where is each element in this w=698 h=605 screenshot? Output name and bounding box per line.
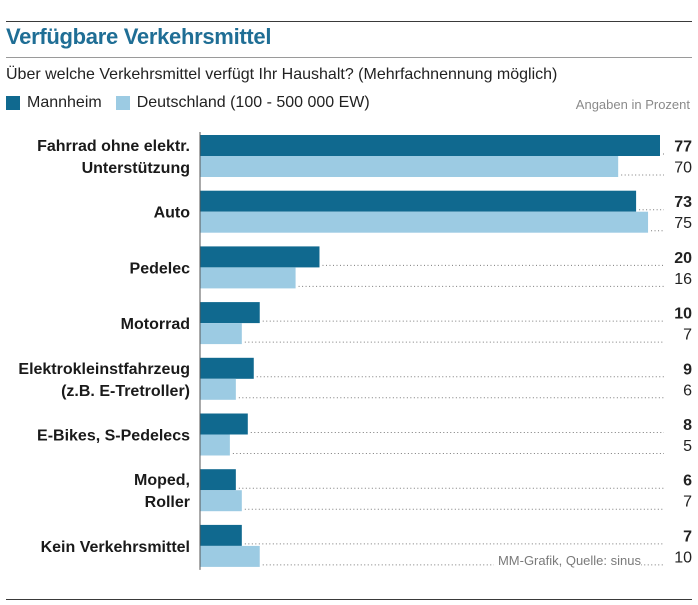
bar-deutschland	[200, 545, 260, 567]
chart-title: Verfügbare Verkehrsmittel	[6, 24, 272, 49]
value-label-deutschland: 10	[674, 549, 692, 566]
value-label-deutschland: 70	[674, 160, 692, 177]
bar-mannheim	[200, 190, 637, 212]
value-label-deutschland: 7	[683, 494, 692, 511]
category-label: Fahrrad ohne elektr.	[37, 138, 190, 155]
bar-mannheim	[200, 135, 660, 156]
value-label-deutschland: 16	[674, 271, 692, 288]
category-label: E-Bikes, S-Pedelecs	[37, 428, 190, 445]
title-separator	[6, 57, 692, 58]
value-label-deutschland: 7	[683, 327, 692, 344]
value-label-mannheim: 10	[674, 306, 692, 323]
bar-mannheim	[200, 302, 260, 324]
bottom-rule	[6, 599, 692, 600]
legend-item-mannheim: Mannheim	[6, 94, 102, 112]
value-label-mannheim: 7	[683, 528, 692, 545]
category-label: Pedelec	[130, 260, 191, 277]
category-label: Roller	[145, 494, 190, 511]
bar-deutschland	[200, 490, 242, 512]
bar-mannheim	[200, 413, 248, 435]
chart-subtitle: Über welche Verkehrsmittel verfügt Ihr H…	[6, 66, 558, 83]
value-label-mannheim: 73	[674, 194, 692, 211]
value-label-deutschland: 6	[683, 382, 692, 399]
category-label: Moped,	[134, 472, 190, 489]
legend-swatch-mannheim	[6, 96, 20, 110]
legend-label-deutschland: Deutschland (100 - 500 000 EW)	[136, 94, 370, 111]
bar-deutschland	[200, 378, 236, 400]
value-label-deutschland: 5	[683, 438, 692, 455]
value-label-mannheim: 20	[674, 250, 692, 267]
legend: Mannheim Deutschland (100 - 500 000 EW)	[6, 94, 384, 112]
legend-label-mannheim: Mannheim	[27, 94, 102, 111]
bar-deutschland	[200, 434, 230, 456]
category-label: Auto	[154, 205, 191, 222]
category-label: Unterstützung	[82, 160, 190, 177]
bar-deutschland	[200, 156, 619, 177]
category-label: Motorrad	[121, 316, 190, 333]
value-label-mannheim: 8	[683, 417, 692, 434]
category-label: Elektrokleinstfahrzeug	[18, 361, 190, 378]
legend-item-deutschland: Deutschland (100 - 500 000 EW)	[115, 94, 370, 112]
legend-swatch-deutschland	[115, 96, 130, 110]
top-rule	[6, 21, 692, 22]
category-label: Kein Verkehrsmittel	[41, 539, 190, 556]
bar-mannheim	[200, 357, 254, 379]
bar-deutschland	[200, 267, 296, 289]
bar-deutschland	[200, 323, 242, 345]
value-label-mannheim: 77	[674, 139, 692, 156]
value-label-mannheim: 9	[683, 361, 692, 378]
bar-mannheim	[200, 469, 236, 491]
bar-mannheim	[200, 246, 320, 268]
unit-note: Angaben in Prozent	[575, 97, 690, 112]
value-label-mannheim: 6	[683, 473, 692, 490]
bar-deutschland	[200, 211, 649, 233]
value-label-deutschland: 75	[674, 215, 692, 232]
source-note: MM-Grafik, Quelle: sinus	[493, 553, 641, 568]
category-label: (z.B. E-Tretroller)	[61, 383, 190, 400]
bar-mannheim	[200, 524, 242, 546]
